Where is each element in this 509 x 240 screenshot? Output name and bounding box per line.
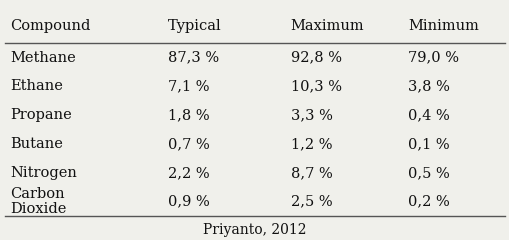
Text: 79,0 %: 79,0 %: [407, 51, 458, 65]
Text: 87,3 %: 87,3 %: [168, 51, 219, 65]
Text: 0,4 %: 0,4 %: [407, 108, 449, 122]
Text: 7,1 %: 7,1 %: [168, 79, 209, 93]
Text: 1,8 %: 1,8 %: [168, 108, 210, 122]
Text: 0,2 %: 0,2 %: [407, 195, 449, 209]
Text: 1,2 %: 1,2 %: [290, 137, 331, 151]
Text: Dioxide: Dioxide: [10, 202, 67, 216]
Text: 0,9 %: 0,9 %: [168, 195, 210, 209]
Text: Methane: Methane: [10, 51, 76, 65]
Text: Carbon: Carbon: [10, 187, 65, 201]
Text: Butane: Butane: [10, 137, 63, 151]
Text: Nitrogen: Nitrogen: [10, 166, 77, 180]
Text: 3,8 %: 3,8 %: [407, 79, 449, 93]
Text: Typical: Typical: [168, 19, 221, 33]
Text: Minimum: Minimum: [407, 19, 478, 33]
Text: Priyanto, 2012: Priyanto, 2012: [203, 223, 306, 237]
Text: Compound: Compound: [10, 19, 91, 33]
Text: 2,5 %: 2,5 %: [290, 195, 332, 209]
Text: Propane: Propane: [10, 108, 72, 122]
Text: 2,2 %: 2,2 %: [168, 166, 210, 180]
Text: 10,3 %: 10,3 %: [290, 79, 341, 93]
Text: 8,7 %: 8,7 %: [290, 166, 332, 180]
Text: 0,5 %: 0,5 %: [407, 166, 449, 180]
Text: 0,1 %: 0,1 %: [407, 137, 449, 151]
Text: Maximum: Maximum: [290, 19, 363, 33]
Text: 92,8 %: 92,8 %: [290, 51, 341, 65]
Text: Ethane: Ethane: [10, 79, 63, 93]
Text: 0,7 %: 0,7 %: [168, 137, 210, 151]
Text: 3,3 %: 3,3 %: [290, 108, 332, 122]
